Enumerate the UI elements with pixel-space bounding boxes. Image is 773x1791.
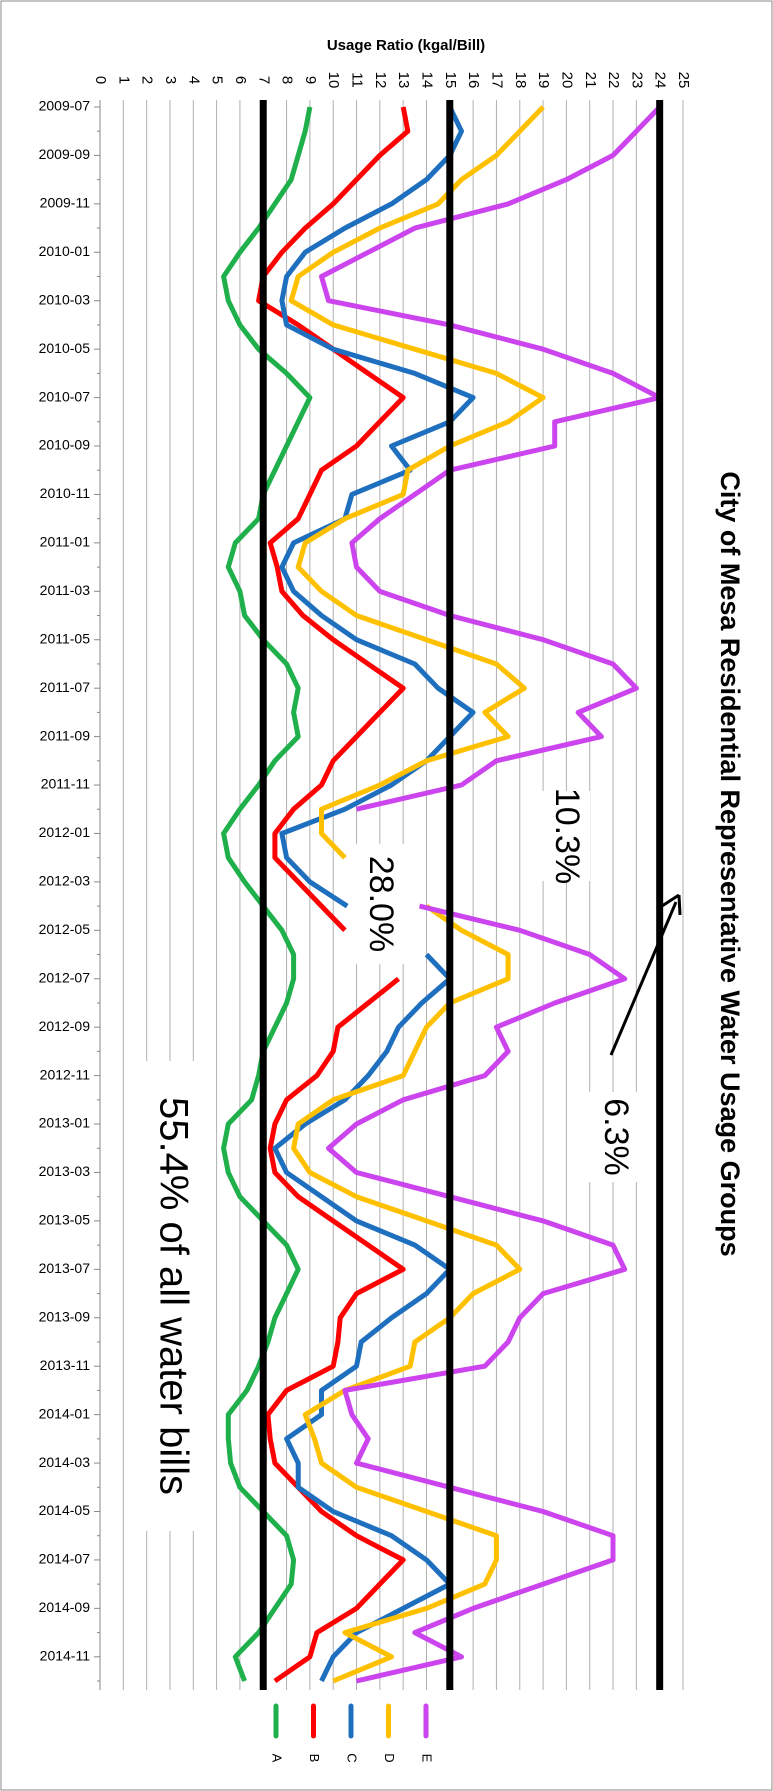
legend-label: E (420, 1754, 435, 1763)
category-label: 2012-03 (39, 873, 91, 889)
category-label: 2009-07 (39, 98, 91, 114)
category-label: 2010-01 (39, 243, 91, 259)
x-tick-label: 17 (488, 72, 505, 89)
x-tick-label: 9 (302, 76, 319, 84)
category-label: 2012-11 (40, 1066, 91, 1082)
x-tick-label: 12 (372, 72, 389, 89)
x-tick-label: 15 (442, 72, 459, 89)
legend-label: B (307, 1754, 322, 1763)
x-tick-label: 25 (675, 72, 692, 89)
annotation-box (540, 791, 590, 881)
x-tick-label: 18 (512, 72, 529, 89)
category-label: 2011-09 (40, 727, 91, 743)
x-tick-label: 10 (325, 72, 342, 89)
x-tick-label: 22 (605, 72, 622, 89)
category-label: 2011-05 (40, 630, 91, 646)
annotation-box (354, 844, 404, 964)
category-label: 2012-09 (39, 1018, 91, 1034)
x-tick-label: 13 (395, 72, 412, 89)
category-label: 2010-07 (39, 388, 91, 404)
category-label: 2009-09 (39, 146, 91, 162)
x-tick-label: 2 (139, 76, 156, 84)
x-tick-label: 0 (92, 76, 109, 84)
category-label: 2014-07 (39, 1551, 91, 1567)
x-tick-label: 8 (279, 76, 296, 84)
category-label: 2013-09 (39, 1308, 91, 1324)
category-label: 2010-11 (40, 485, 91, 501)
category-label: 2012-01 (39, 824, 91, 840)
annotation: 10.3% (548, 788, 586, 884)
x-tick-label: 11 (349, 72, 366, 88)
category-label: 2012-07 (39, 969, 91, 985)
x-tick-label: 4 (185, 76, 202, 84)
category-label: 2010-05 (39, 340, 91, 356)
category-label: 2013-07 (39, 1260, 91, 1276)
x-tick-label: 16 (465, 72, 482, 89)
legend-label: D (382, 1753, 397, 1762)
x-tick-label: 19 (535, 72, 552, 89)
category-label: 2013-01 (39, 1115, 91, 1131)
x-tick-label: 24 (652, 72, 669, 89)
category-label: 2014-01 (39, 1405, 91, 1421)
category-label: 2011-01 (40, 534, 91, 550)
arrow-head (661, 893, 682, 916)
annotation: 55.4% of all water bills (151, 1097, 195, 1495)
x-tick-label: 14 (419, 72, 436, 89)
x-tick-label: 1 (115, 76, 132, 84)
category-label: 2011-11 (41, 776, 91, 792)
annotation: 6.3% (597, 1098, 635, 1176)
category-label: 2013-05 (39, 1212, 91, 1228)
x-tick-label: 23 (628, 72, 645, 89)
category-label: 2011-07 (40, 679, 91, 695)
series-line (288, 105, 546, 1684)
series-line (256, 106, 411, 1684)
arrow (609, 901, 678, 1056)
legend-label: C (345, 1753, 360, 1762)
legend-label: A (270, 1754, 285, 1763)
x-tick-label: 20 (558, 72, 575, 89)
series-line (319, 105, 663, 1684)
category-label: 2014-09 (39, 1599, 91, 1615)
category-label: 2014-11 (40, 1647, 91, 1663)
annotation-box (589, 1092, 639, 1182)
category-label: 2009-11 (40, 195, 91, 211)
category-label: 2010-09 (39, 437, 91, 453)
category-label: 2013-03 (39, 1163, 91, 1179)
category-label: 2010-03 (39, 291, 91, 307)
category-label: 2013-11 (40, 1357, 91, 1373)
x-tick-label: 7 (255, 76, 272, 84)
x-tick-label: 21 (582, 72, 599, 89)
x-tick-label: 5 (209, 76, 226, 84)
category-label: 2014-05 (39, 1502, 91, 1518)
x-tick-label: 3 (162, 76, 179, 84)
series-line (221, 106, 313, 1682)
x-tick-label: 6 (232, 76, 249, 84)
annotation: 28.0% (362, 856, 400, 952)
category-label: 2012-05 (39, 921, 91, 937)
chart-title: City of Mesa Residential Representative … (715, 471, 745, 1256)
category-label: 2014-03 (39, 1454, 91, 1470)
value-axis-label: Usage Ratio (kgal/Bill) (327, 37, 485, 54)
category-label: 2011-03 (40, 582, 91, 598)
annotation-box (146, 1061, 196, 1531)
series-line (272, 105, 476, 1683)
